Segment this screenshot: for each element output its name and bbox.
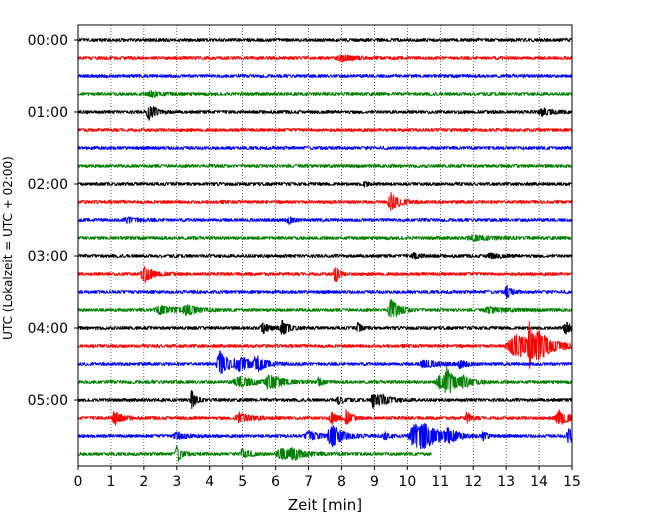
- x-tick-label: 2: [139, 474, 148, 490]
- trace-row-0000: [77, 37, 573, 43]
- trace-row-0030: [77, 73, 573, 79]
- trace-row-0200: [77, 181, 573, 188]
- y-tick-label: 04:00: [28, 321, 68, 337]
- trace-row-0145: [77, 163, 573, 169]
- x-tick-label: 9: [370, 474, 379, 490]
- trace-row-0300: [77, 252, 573, 260]
- x-tick-label: 1: [106, 474, 115, 490]
- trace-row-0130: [77, 145, 573, 151]
- x-tick-label: 3: [172, 474, 181, 490]
- x-axis-ticks: 0 1 2 3 4 5 6 7 8 9 10 11 12 13 14 15: [74, 466, 581, 490]
- trace-row-0345: [77, 299, 573, 318]
- x-tick-label: 8: [337, 474, 346, 490]
- x-tick-label: 5: [238, 474, 247, 490]
- trace-row-0430: [77, 350, 573, 375]
- trace-row-0530: [77, 422, 573, 450]
- x-tick-label: 7: [304, 474, 313, 490]
- trace-row-0230: [77, 216, 573, 225]
- trace-row-0545: [77, 444, 432, 462]
- trace-row-0330: [77, 284, 573, 299]
- y-tick-label: 05:00: [28, 393, 68, 409]
- y-axis-ticks: 00:00 01:00 02:00 03:00 04:00 05:00: [28, 33, 78, 409]
- x-tick-label: 12: [464, 474, 482, 490]
- y-tick-label: 01:00: [28, 105, 68, 121]
- trace-row-0115: [77, 127, 573, 133]
- trace-row-0015: [77, 54, 573, 63]
- trace-row-0400: [77, 320, 573, 335]
- y-tick-label: 02:00: [28, 177, 68, 193]
- x-tick-label: 14: [530, 474, 548, 490]
- x-tick-label: 11: [431, 474, 449, 490]
- trace-row-0245: [77, 233, 573, 243]
- y-tick-label: 00:00: [28, 33, 68, 49]
- x-axis-label: Zeit [min]: [288, 496, 362, 514]
- y-axis-label: UTC (Lokalzeit = UTC + 02:00): [1, 156, 15, 340]
- x-tick-label: 4: [205, 474, 214, 490]
- x-tick-label: 10: [398, 474, 416, 490]
- trace-row-0315: [77, 266, 573, 284]
- trace-row-0045: [77, 89, 573, 99]
- plot-frame: [77, 24, 573, 467]
- x-tick-label: 15: [563, 474, 581, 490]
- seismic-traces: [77, 37, 573, 462]
- y-tick-label: 03:00: [28, 249, 68, 265]
- trace-row-0445: [77, 365, 573, 394]
- trace-row-0100: [77, 105, 573, 121]
- trace-row-0515: [77, 409, 573, 426]
- trace-row-0500: [77, 389, 573, 410]
- trace-row-0415: [77, 321, 573, 369]
- x-tick-label: 0: [74, 474, 83, 490]
- trace-row-0215: [77, 191, 573, 212]
- x-tick-label: 6: [271, 474, 280, 490]
- x-tick-label: 13: [497, 474, 515, 490]
